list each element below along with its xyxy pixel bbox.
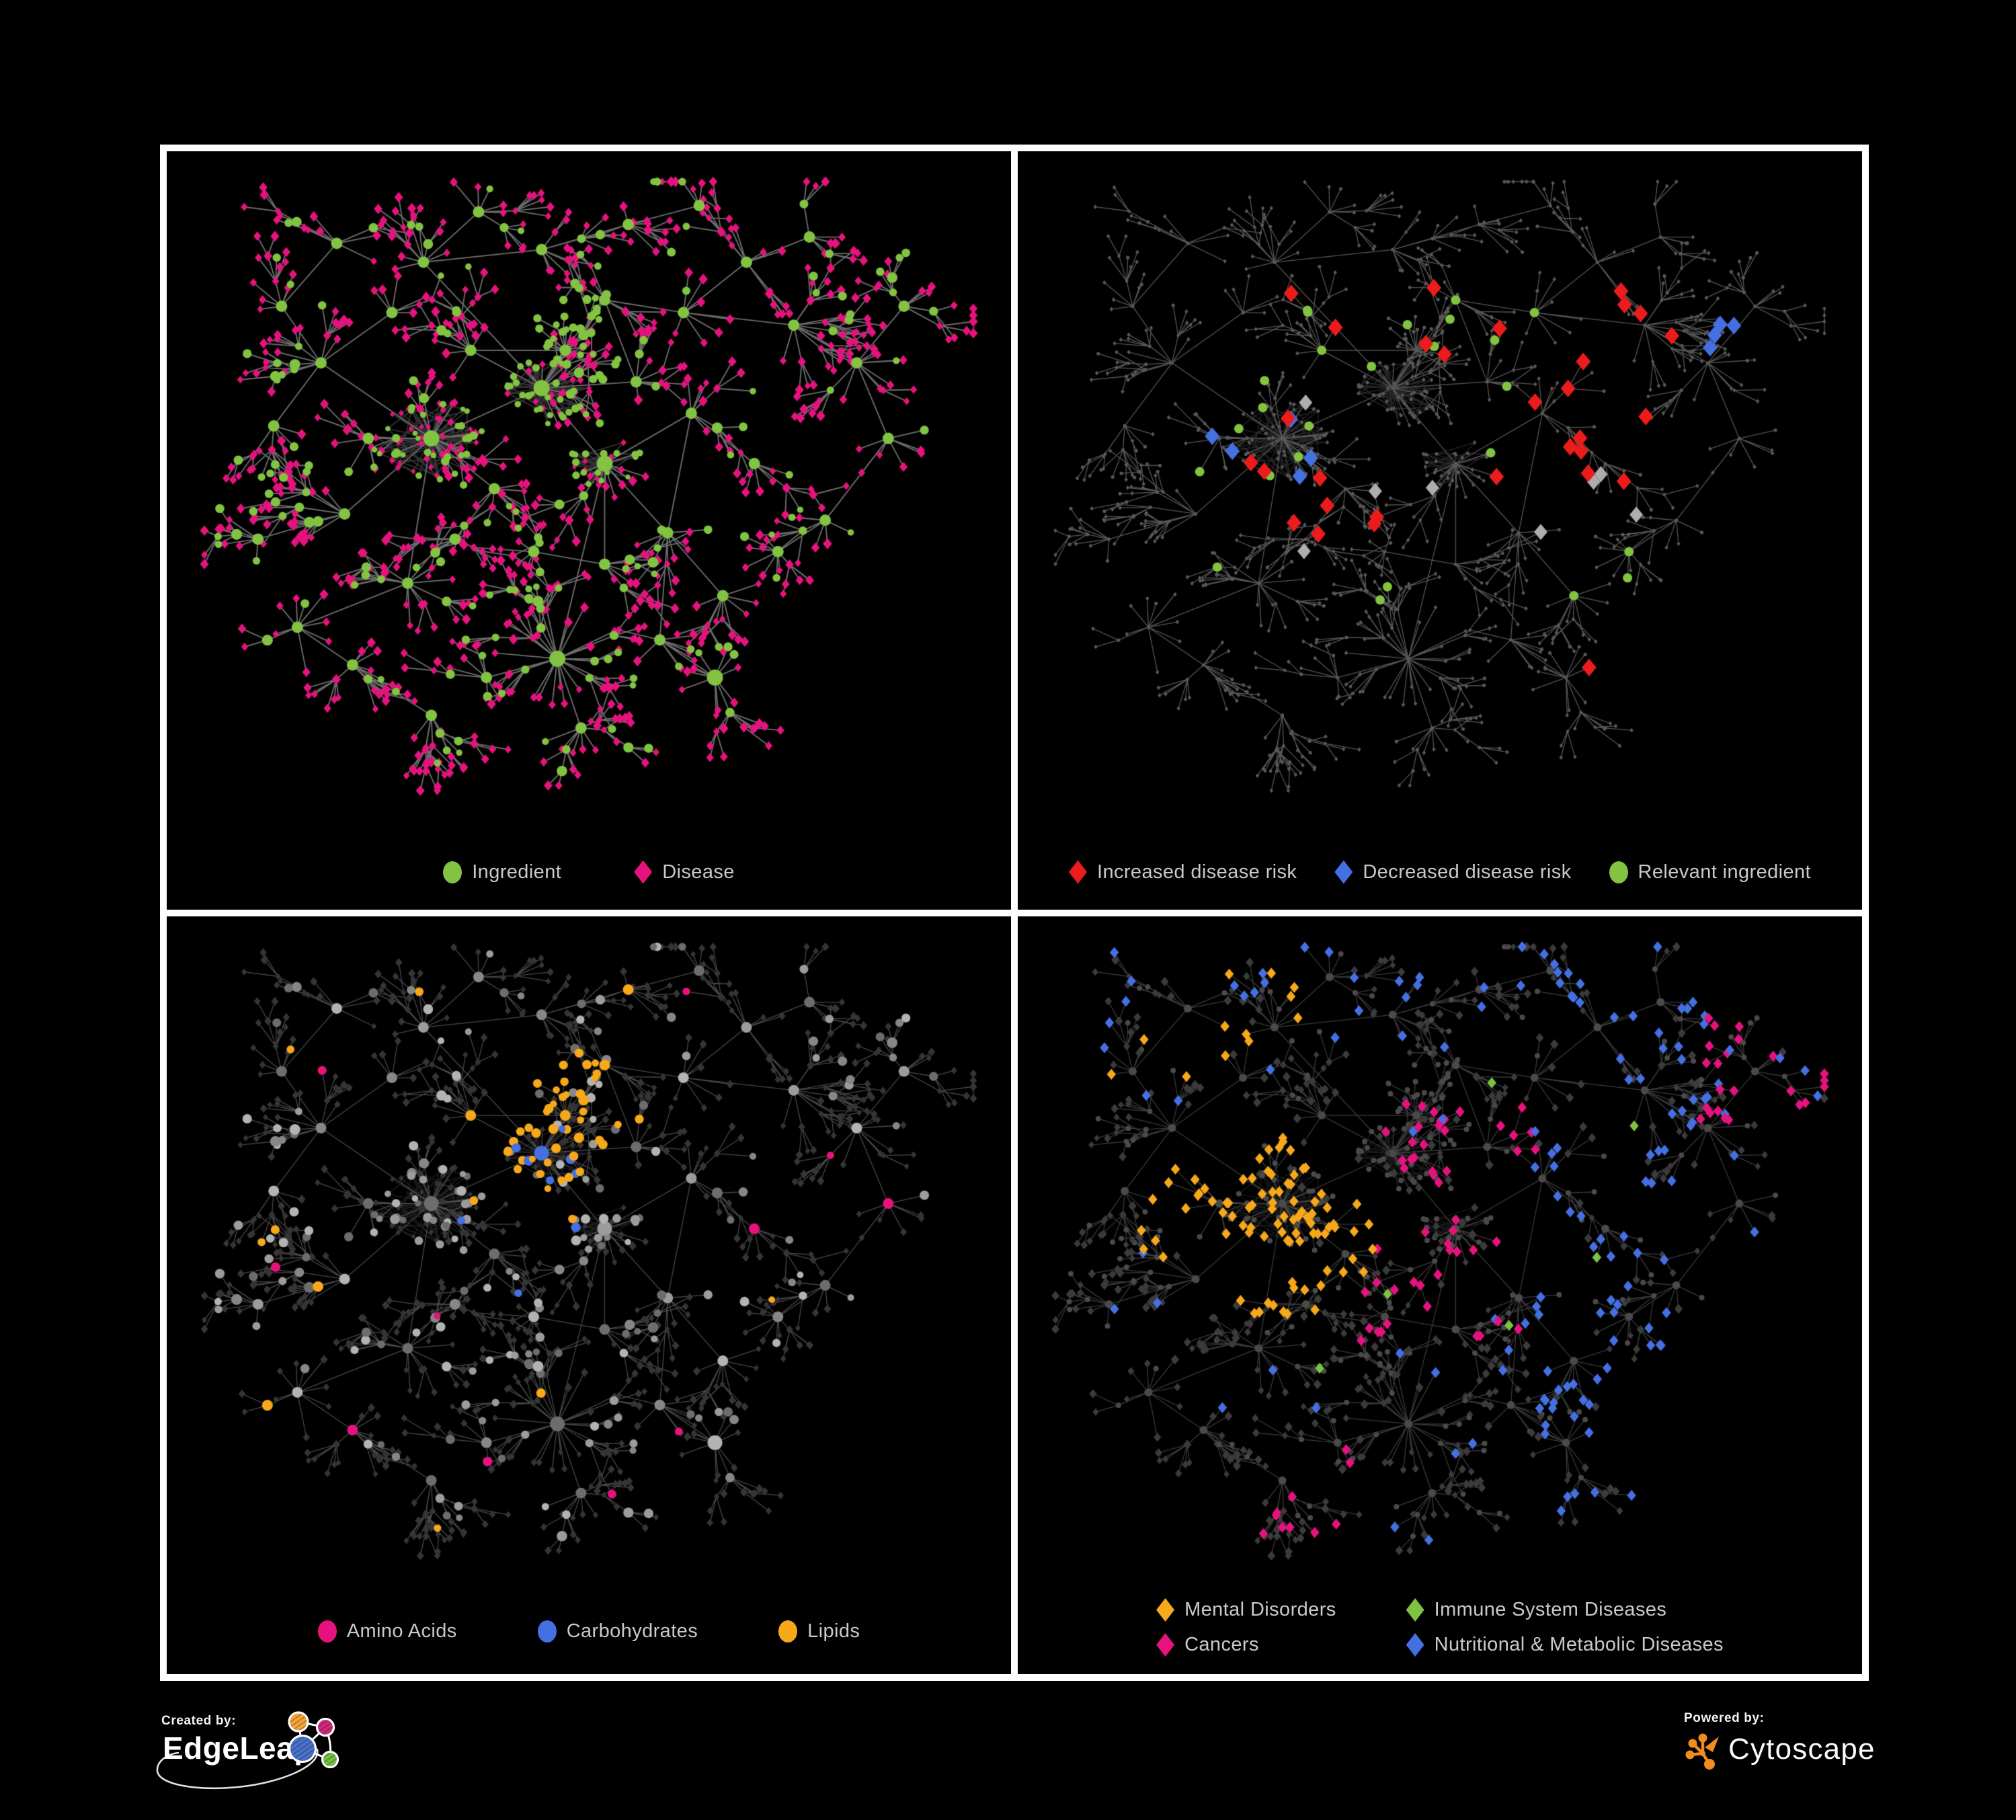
powered-by-label: Powered by: xyxy=(1684,1711,1765,1725)
diamond-marker-icon xyxy=(1406,1598,1424,1622)
panel-disease-risk: Increased disease risk Decreased disease… xyxy=(1018,151,1862,910)
circle-marker-icon xyxy=(537,1620,557,1643)
legend-label: Relevant ingredient xyxy=(1638,861,1812,883)
legend: Increased disease risk Decreased disease… xyxy=(1018,860,1862,884)
diamond-marker-icon xyxy=(634,860,653,884)
edgeleap-brand-name: EdgeLeap xyxy=(163,1731,313,1766)
powered-by-credit: Powered by: Cytoscape xyxy=(1684,1711,1899,1785)
disease-class-network-canvas xyxy=(1018,916,1862,1674)
diamond-marker-icon xyxy=(1156,1633,1175,1657)
legend-label: Nutritional & Metabolic Diseases xyxy=(1434,1634,1724,1655)
legend-item-disease: Disease xyxy=(634,860,735,884)
created-by-credit: Created by: EdgeLeap xyxy=(156,1711,363,1815)
circle-marker-icon xyxy=(1609,861,1628,883)
legend-item-relevant-ingredient: Relevant ingredient xyxy=(1609,861,1811,883)
legend-item-increased-risk: Increased disease risk xyxy=(1068,860,1297,884)
legend-item-mental-disorders: Mental Disorders xyxy=(1156,1598,1336,1622)
legend-item-lipids: Lipids xyxy=(778,1620,860,1643)
legend-item-immune-system-diseases: Immune System Diseases xyxy=(1406,1598,1724,1622)
diamond-marker-icon xyxy=(1156,1598,1175,1622)
legend-item-decreased-risk: Decreased disease risk xyxy=(1334,860,1572,884)
circle-marker-icon xyxy=(778,1620,798,1643)
edgeleap-swoosh-icon xyxy=(156,1748,319,1789)
cytoscape-logo-icon xyxy=(1685,1733,1719,1770)
legend-label: Cancers xyxy=(1184,1634,1259,1655)
legend-item-ingredient: Ingredient xyxy=(443,861,561,883)
legend-label: Ingredient xyxy=(472,861,562,883)
ingredient-class-network-canvas xyxy=(167,916,1011,1674)
legend-label: Mental Disorders xyxy=(1184,1599,1336,1620)
diamond-marker-icon xyxy=(1406,1633,1424,1657)
legend-label: Amino Acids xyxy=(346,1620,457,1642)
panel-ingredient-disease: Ingredient Disease xyxy=(167,151,1011,910)
disease-risk-network-canvas xyxy=(1018,151,1862,910)
legend-item-amino-acids: Amino Acids xyxy=(317,1620,457,1643)
edgeleap-logo-icon xyxy=(288,1711,339,1768)
legend-label: Carbohydrates xyxy=(566,1620,698,1642)
cytoscape-brand-name: Cytoscape xyxy=(1728,1733,1876,1766)
legend-label: Increased disease risk xyxy=(1096,861,1297,883)
legend-label: Immune System Diseases xyxy=(1434,1599,1667,1620)
legend-label: Disease xyxy=(662,861,735,883)
legend-item-carbohydrates: Carbohydrates xyxy=(537,1620,698,1643)
diamond-marker-icon xyxy=(1068,860,1087,884)
legend: Amino Acids Carbohydrates Lipids xyxy=(167,1620,1011,1643)
legend-label: Decreased disease risk xyxy=(1363,861,1572,883)
legend: Mental Disorders Immune System Diseases … xyxy=(1018,1598,1862,1657)
ingredient-disease-network-canvas xyxy=(167,151,1011,910)
panel-grid-frame: Ingredient Disease Increased disease ris… xyxy=(160,145,1869,1681)
diamond-marker-icon xyxy=(1334,860,1353,884)
created-by-label: Created by: xyxy=(161,1714,237,1728)
circle-marker-icon xyxy=(317,1620,337,1643)
panel-ingredient-classes: Amino Acids Carbohydrates Lipids xyxy=(167,916,1011,1674)
circle-marker-icon xyxy=(443,861,462,883)
panel-disease-classes: Mental Disorders Immune System Diseases … xyxy=(1018,916,1862,1674)
legend-label: Lipids xyxy=(807,1620,860,1642)
legend: Ingredient Disease xyxy=(167,860,1011,884)
legend-item-cancers: Cancers xyxy=(1156,1633,1336,1657)
legend-item-nutritional-metabolic-diseases: Nutritional & Metabolic Diseases xyxy=(1406,1633,1724,1657)
